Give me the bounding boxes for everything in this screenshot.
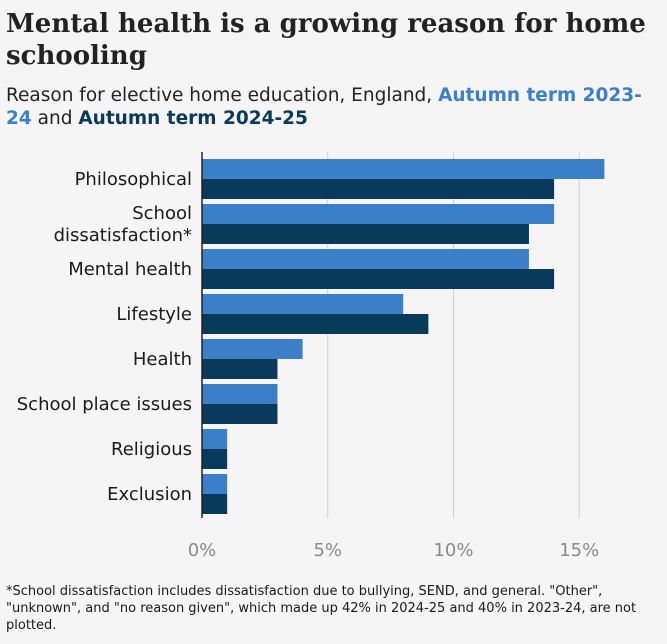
category-label: Health [133, 349, 192, 370]
category-label: dissatisfaction* [54, 225, 192, 246]
bar-2023-24 [202, 204, 555, 224]
bar-2024-25 [202, 494, 228, 514]
bar-2023-24 [202, 294, 404, 314]
category-label: School place issues [17, 394, 192, 415]
bar-2023-24 [202, 249, 529, 269]
category-label: Religious [111, 439, 192, 460]
x-tick-label: 15% [559, 540, 599, 561]
bar-2024-25 [202, 224, 529, 244]
legend-series-2024-25: Autumn term 2024-25 [78, 108, 308, 129]
bar-2024-25 [202, 179, 555, 199]
x-tick-label: 0% [188, 540, 217, 561]
bar-chart: 0% 5% 10% 15% Philosophical Schooldissatisfac… [17, 152, 605, 561]
category-label: School [132, 203, 192, 224]
chart-title: Mental health is a growing reason for ho… [6, 9, 646, 71]
x-tick-label: 5% [313, 540, 342, 561]
bar-2023-24 [202, 339, 303, 359]
bar-2024-25 [202, 314, 429, 334]
category-label: Exclusion [107, 484, 192, 505]
legend-series-2023-24: Autumn term 2023-24 [6, 85, 642, 129]
bar-2024-25 [202, 269, 555, 289]
x-tick-label: 10% [433, 540, 473, 561]
bar-2024-25 [202, 359, 278, 379]
bar-2024-25 [202, 404, 278, 424]
bar-2023-24 [202, 429, 228, 449]
category-label: Mental health [68, 259, 192, 280]
footnote: *School dissatisfaction includes dissati… [6, 584, 637, 633]
bar-2024-25 [202, 449, 228, 469]
category-label: Philosophical [75, 169, 192, 190]
bar-2023-24 [202, 159, 605, 179]
bar-2023-24 [202, 384, 278, 404]
bar-2023-24 [202, 474, 228, 494]
subtitle-join: and [37, 108, 73, 129]
category-label: Lifestyle [116, 304, 192, 325]
subtitle-prefix: Reason for elective home education, Engl… [6, 85, 433, 106]
chart-subtitle: Reason for elective home education, Engl… [6, 84, 656, 130]
